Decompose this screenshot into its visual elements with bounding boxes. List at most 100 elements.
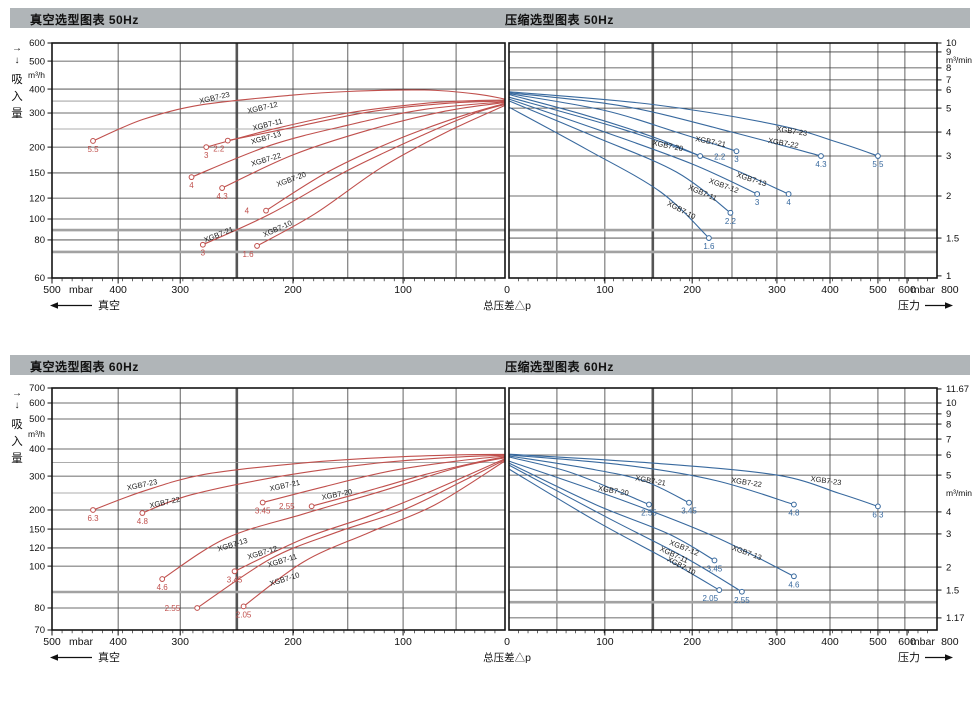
power-label-xgb7-23: 6.3 xyxy=(872,510,884,519)
y-axis-label: 300 xyxy=(29,108,45,119)
endpoint-marker-xgb7-23 xyxy=(875,503,881,510)
x-axis-label: 100 xyxy=(394,284,412,296)
power-label-xgb7-12: 3 xyxy=(204,151,209,160)
endpoint-marker-xgb7-10 xyxy=(716,587,723,593)
plot-border xyxy=(51,42,506,279)
power-label-xgb7-20: 4 xyxy=(245,207,250,216)
series-curve-xgb7-10-compression-50hz xyxy=(508,106,710,239)
flow-axis-label: 吸 xyxy=(11,74,23,86)
x-axis-label: 200 xyxy=(683,284,701,296)
endpoint-marker-xgb7-11 xyxy=(727,209,734,216)
panel-vacuum-50hz: 5.5XGB7-233XGB7-122.2XGB7-114XGB7-134.3X… xyxy=(11,38,531,312)
y-axis-label-right: 2 xyxy=(946,562,951,573)
series-curve-xgb7-23-compression-60hz xyxy=(508,453,879,507)
pressure-arrowhead-icon xyxy=(945,654,953,661)
y-axis-label-right: 3 xyxy=(946,529,951,540)
power-label-xgb7-11: 2.55 xyxy=(734,596,750,605)
title-vacuum-50hz: 真空选型图表 50Hz xyxy=(30,13,139,27)
title-compression-60hz: 压缩选型图表 60Hz xyxy=(505,360,614,374)
endpoint-marker-xgb7-20 xyxy=(263,207,269,214)
series-curve-xgb7-11-vacuum-60hz xyxy=(196,459,506,609)
vacuum-arrowhead-icon xyxy=(50,302,58,309)
power-label-xgb7-11: 2.55 xyxy=(165,604,181,613)
pressure-direction-label: 压力 xyxy=(898,651,920,664)
endpoint-marker-xgb7-10 xyxy=(240,603,247,610)
y-axis-label: 150 xyxy=(29,524,45,535)
header-bar-60hz: 真空选型图表 60Hz 压缩选型图表 60Hz xyxy=(10,355,970,375)
x-axis-label: 200 xyxy=(683,636,701,648)
flow-axis-arrow-down: ↓ xyxy=(15,400,20,411)
curves-compression-50hz xyxy=(508,91,879,239)
series-curve-xgb7-12-compression-50hz xyxy=(508,98,758,195)
x-axis-label: 600 xyxy=(898,636,916,648)
y-axis-label-right: 9 xyxy=(946,409,951,420)
power-label-xgb7-22: 4.3 xyxy=(815,160,827,169)
endpoint-marker-xgb7-12 xyxy=(231,568,238,575)
series-curve-xgb7-10-compression-60hz xyxy=(508,468,720,591)
series-curve-xgb7-21-compression-50hz xyxy=(508,93,737,152)
flow-axis-arrow-down: ↓ xyxy=(15,55,20,66)
y-axis-label: 500 xyxy=(29,414,45,425)
endpoint-marker-xgb7-11 xyxy=(738,588,745,595)
series-curve-xgb7-12-vacuum-50hz xyxy=(206,99,506,148)
endpoint-marker-xgb7-22 xyxy=(818,153,824,159)
y-axis-label-right: 7 xyxy=(946,75,951,86)
endpoint-marker-xgb7-10 xyxy=(254,243,260,249)
y-axis-label-right: 1.5 xyxy=(946,585,959,596)
power-label-xgb7-22: 4.8 xyxy=(788,509,800,518)
power-label-xgb7-13: 4 xyxy=(786,198,791,207)
y-axis-label-right: 10 xyxy=(946,38,957,49)
power-label-xgb7-23: 5.5 xyxy=(872,160,884,169)
series-curve-xgb7-22-compression-50hz xyxy=(508,92,822,157)
power-label-xgb7-12: 3 xyxy=(755,198,760,207)
series-curve-xgb7-13-vacuum-50hz xyxy=(191,101,506,178)
y-axis-label-right: m³/min xyxy=(946,488,972,498)
series-curve-xgb7-22-vacuum-50hz xyxy=(221,101,506,189)
title-vacuum-60hz: 真空选型图表 60Hz xyxy=(30,360,139,374)
endpoint-marker-xgb7-23 xyxy=(90,507,96,513)
curves-compression-60hz xyxy=(508,453,879,593)
x-axis-label: 100 xyxy=(596,636,614,648)
power-label-xgb7-20: 2.55 xyxy=(279,502,295,511)
x-axis-label: 300 xyxy=(171,284,189,296)
endpoint-marker-xgb7-13 xyxy=(791,573,797,580)
power-label-xgb7-21: 3 xyxy=(734,155,739,164)
series-curve-xgb7-21-vacuum-50hz xyxy=(202,103,506,246)
x-axis-label: 800 xyxy=(941,284,959,296)
endpoint-marker-xgb7-22 xyxy=(139,510,146,516)
x-axis-label: mbar xyxy=(69,284,93,296)
series-curve-xgb7-13-compression-60hz xyxy=(508,460,795,577)
endpoint-marker-xgb7-12 xyxy=(203,144,210,151)
power-label-xgb7-13: 4.6 xyxy=(157,583,169,592)
title-compression-50hz: 压缩选型图表 50Hz xyxy=(505,13,614,27)
y-axis-label-right: 7 xyxy=(946,434,951,445)
y-axis-label: 600 xyxy=(29,38,45,49)
y-axis-label-right: 1.17 xyxy=(946,613,965,624)
endpoint-marker-xgb7-12 xyxy=(754,191,761,197)
flow-axis-label: 量 xyxy=(11,107,23,120)
y-axis-label: 120 xyxy=(29,193,45,204)
x-axis-label: mbar xyxy=(911,636,935,648)
series-curve-xgb7-12-vacuum-60hz xyxy=(234,458,506,572)
y-axis-label: 70 xyxy=(34,625,45,636)
x-axis-label: 600 xyxy=(898,284,916,296)
y-axis-label: 120 xyxy=(29,543,45,554)
series-curve-xgb7-11-vacuum-50hz xyxy=(227,100,506,142)
vacuum-direction-label: 真空 xyxy=(98,650,120,664)
y-axis-label: 80 xyxy=(34,235,45,246)
curves-vacuum-50hz xyxy=(92,89,506,247)
power-label-xgb7-21: 3.45 xyxy=(255,507,271,516)
series-curve-xgb7-13-compression-50hz xyxy=(508,96,789,195)
x-axis-label: 200 xyxy=(284,284,302,296)
power-label-xgb7-10: 1.6 xyxy=(242,250,254,259)
y-axis-label: 80 xyxy=(34,603,45,614)
power-label-xgb7-20: 2.55 xyxy=(641,509,657,518)
endpoint-marker-xgb7-13 xyxy=(785,191,792,197)
endpoint-marker-xgb7-21 xyxy=(733,148,740,155)
x-axis-label: mbar xyxy=(911,284,935,296)
series-curve-xgb7-20-compression-50hz xyxy=(508,93,701,157)
power-label-xgb7-13: 4 xyxy=(189,181,194,190)
x-axis-label: 100 xyxy=(394,636,412,648)
total-pressure-diff-label: 总压差△p xyxy=(483,651,531,664)
